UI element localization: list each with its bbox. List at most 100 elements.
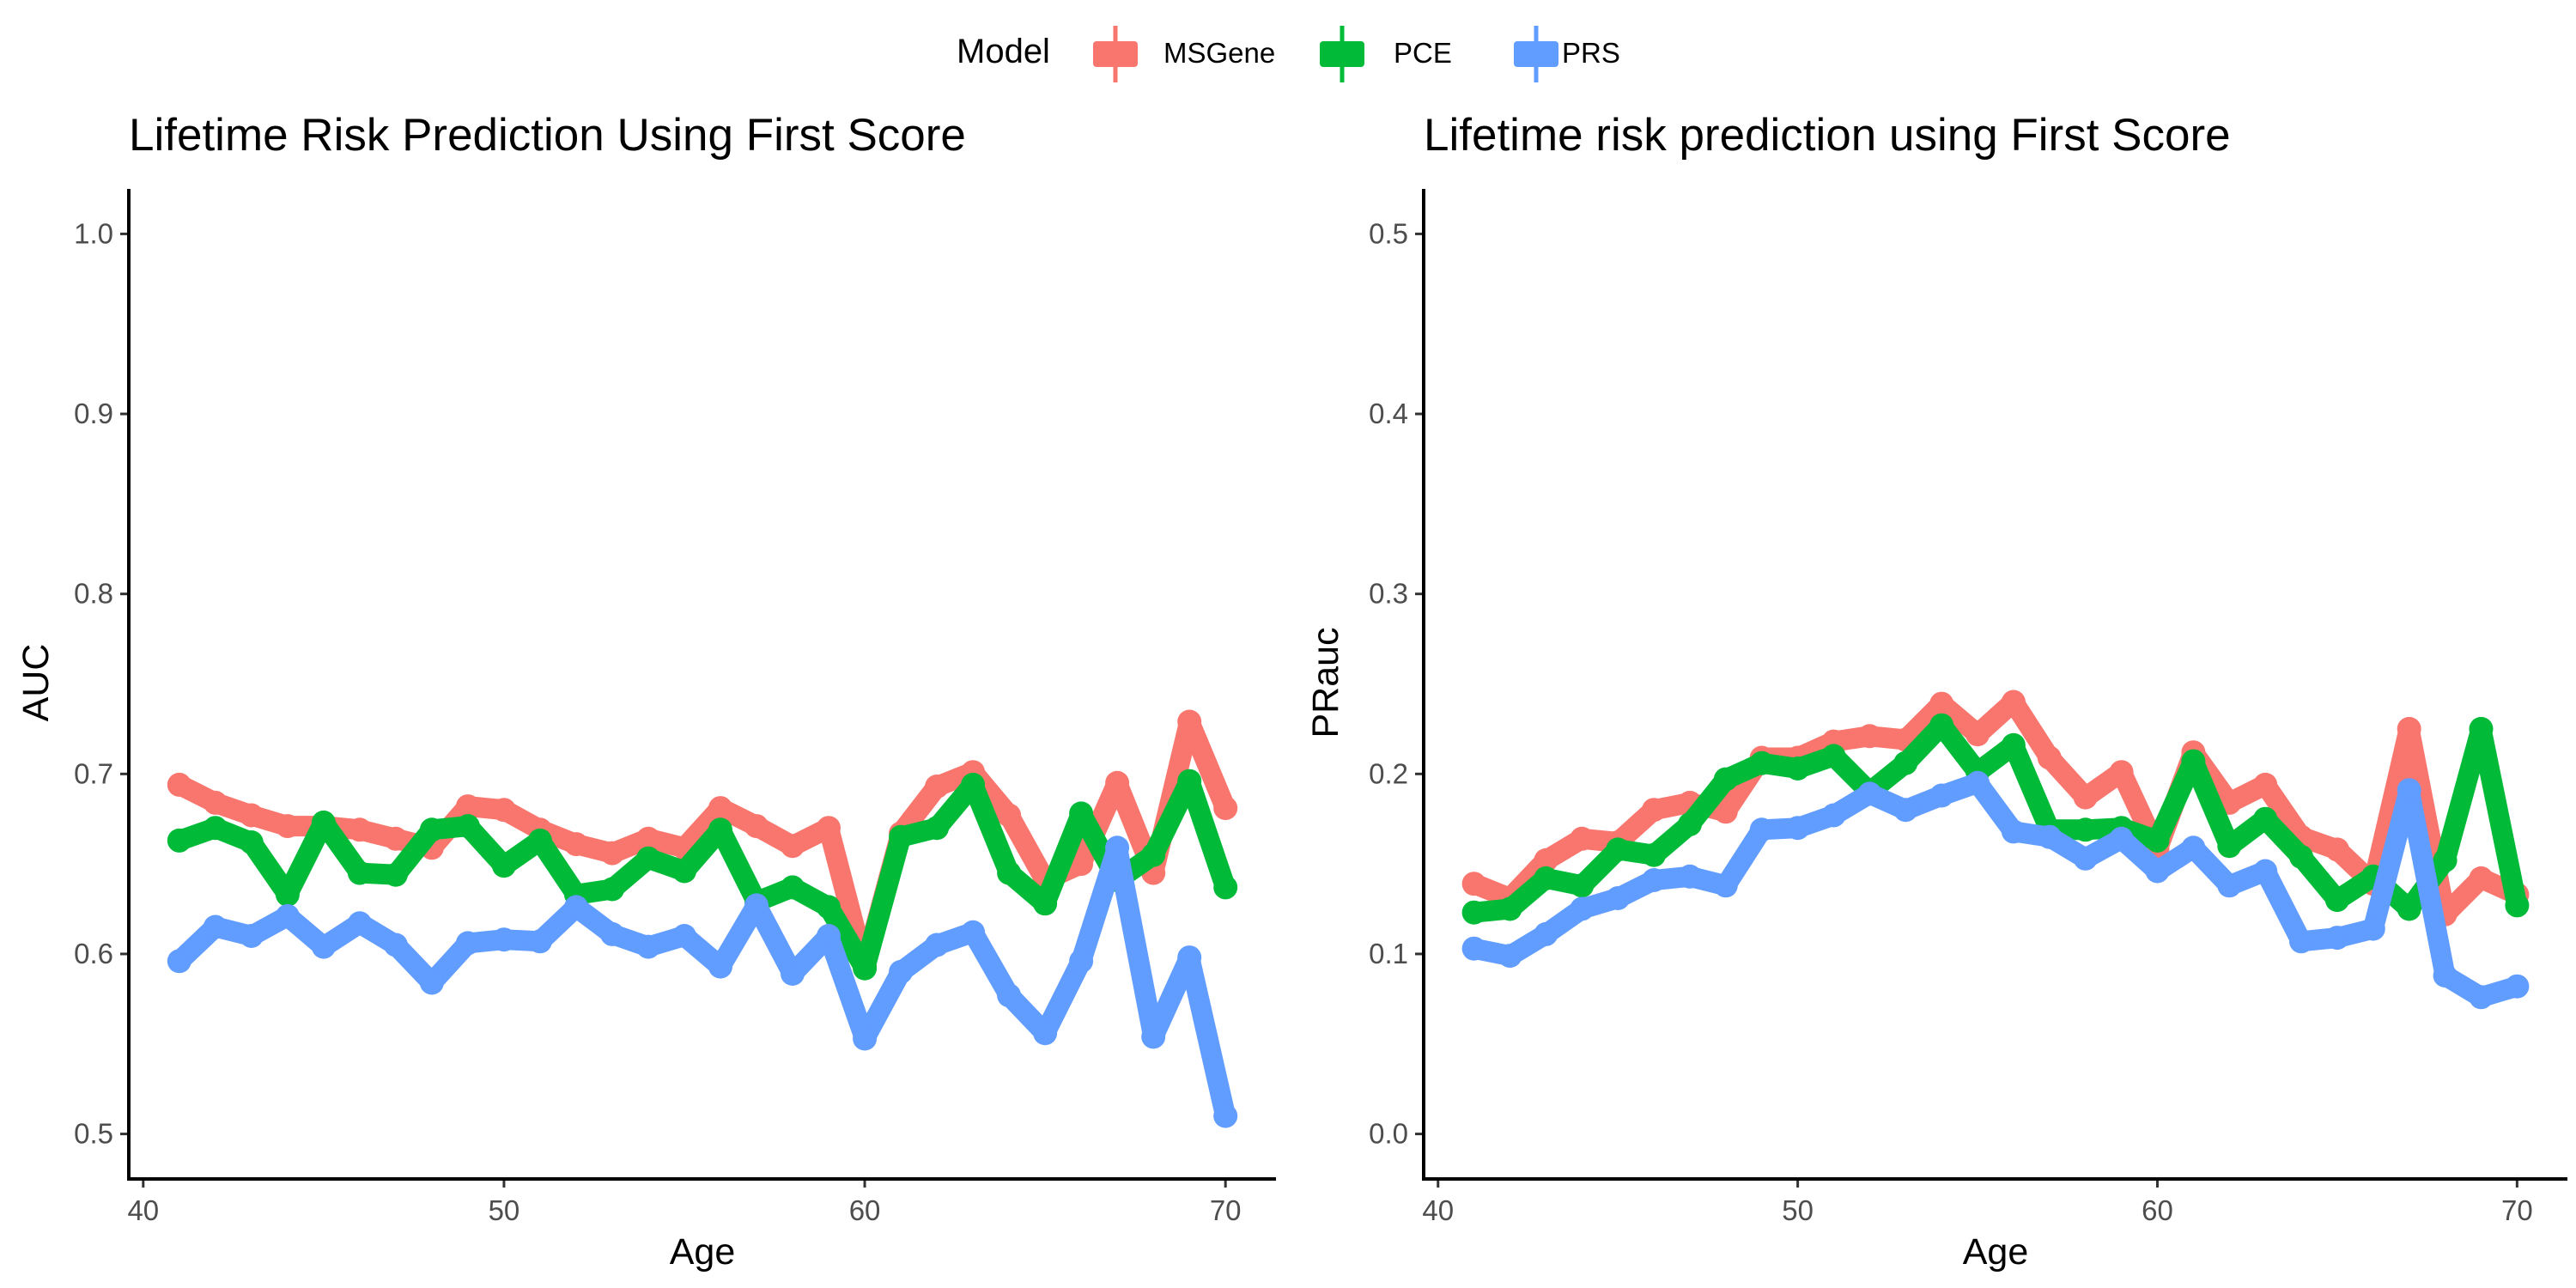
data-point-pce <box>672 859 696 884</box>
data-point-msgene <box>708 796 732 821</box>
data-point-msgene <box>2001 690 2026 714</box>
data-point-msgene <box>2397 716 2421 741</box>
data-point-pce <box>600 877 624 902</box>
data-point-prs <box>2289 929 2313 954</box>
data-point-pce <box>2073 817 2098 842</box>
data-point-prs <box>2253 859 2278 884</box>
data-point-pce <box>2217 834 2242 859</box>
data-point-pce <box>1929 713 1954 738</box>
data-point-prs <box>347 911 372 936</box>
data-point-msgene <box>1069 852 1094 877</box>
data-point-pce <box>2469 716 2494 741</box>
data-point-pce <box>853 956 878 981</box>
data-point-prs <box>275 903 300 928</box>
data-point-prs <box>1141 1024 1166 1049</box>
data-point-prs <box>925 933 950 957</box>
data-point-prs <box>817 924 841 948</box>
data-point-prs <box>636 934 660 959</box>
data-point-prs <box>2469 985 2494 1010</box>
data-point-prs <box>1570 896 1595 921</box>
legend-label-pce: PCE <box>1394 37 1452 69</box>
data-point-msgene <box>744 814 769 839</box>
y-tick-label: 0.5 <box>1369 217 1408 249</box>
y-tick-label: 0.7 <box>74 757 113 789</box>
data-point-msgene <box>636 826 660 851</box>
data-point-pce <box>1213 875 1238 900</box>
data-point-msgene <box>817 816 841 841</box>
data-point-pce <box>1821 744 1846 769</box>
data-point-prs <box>1498 944 1522 969</box>
data-point-pce <box>708 817 732 842</box>
data-point-prs <box>853 1026 878 1051</box>
data-point-pce <box>2289 844 2313 869</box>
data-point-pce <box>491 854 516 878</box>
data-point-pce <box>383 862 408 887</box>
data-point-msgene <box>455 794 480 819</box>
data-point-pce <box>311 810 336 835</box>
series-pce <box>167 769 1238 981</box>
x-axis-label: Age <box>670 1231 736 1273</box>
chart-title: Lifetime risk prediction using First Sco… <box>1424 110 2231 161</box>
data-point-prs <box>708 954 732 979</box>
data-point-prs <box>2001 819 2026 844</box>
data-point-prs <box>1033 1021 1058 1046</box>
y-tick-label: 1.0 <box>74 217 113 249</box>
x-tick-label: 70 <box>2501 1194 2533 1226</box>
x-tick-label: 50 <box>1782 1194 1814 1226</box>
series-prs <box>167 835 1238 1128</box>
data-point-prs <box>1461 936 1486 961</box>
data-point-prs <box>2505 974 2530 999</box>
data-point-prs <box>744 893 769 918</box>
y-tick-label: 0.2 <box>1369 757 1408 789</box>
legend-title: Model <box>957 33 1050 70</box>
data-point-msgene <box>1177 709 1202 734</box>
chart-title: Lifetime Risk Prediction Using First Sco… <box>129 110 966 161</box>
data-point-prs <box>1069 949 1094 974</box>
data-point-prs <box>1678 864 1702 889</box>
data-point-pce <box>961 772 986 797</box>
data-point-prs <box>1893 798 1918 823</box>
data-point-prs <box>455 931 480 956</box>
data-point-pce <box>997 860 1022 885</box>
data-point-pce <box>1069 801 1094 826</box>
data-point-pce <box>167 828 191 853</box>
data-point-pce <box>2181 749 2206 774</box>
data-point-prs <box>889 959 914 984</box>
y-tick-label: 0.4 <box>1369 398 1408 429</box>
data-point-prs <box>2109 826 2134 851</box>
data-point-prs <box>2217 873 2242 898</box>
data-point-prs <box>2324 926 2349 951</box>
data-point-pce <box>817 895 841 920</box>
data-point-pce <box>419 817 444 842</box>
auc-chart-panel: Lifetime Risk Prediction Using First Sco… <box>15 110 1276 1273</box>
y-tick-label: 0.3 <box>1369 578 1408 610</box>
y-tick-label: 0.6 <box>74 938 113 969</box>
data-point-prs <box>564 895 588 920</box>
data-point-msgene <box>564 832 588 857</box>
data-point-prs <box>419 970 444 995</box>
data-point-msgene <box>1857 724 1882 749</box>
data-point-prs <box>311 934 336 959</box>
data-point-msgene <box>1570 826 1595 851</box>
data-point-msgene <box>600 841 624 866</box>
y-axis-label: AUC <box>15 644 57 722</box>
x-tick-label: 70 <box>1210 1194 1242 1226</box>
data-point-pce <box>2145 828 2170 853</box>
data-point-msgene <box>275 814 300 839</box>
data-point-prs <box>1105 835 1130 860</box>
data-point-pce <box>636 846 660 871</box>
data-point-msgene <box>239 803 264 828</box>
data-point-prs <box>1749 817 1774 842</box>
series-prs <box>1461 770 2530 1010</box>
data-point-prs <box>997 983 1022 1008</box>
data-point-pce <box>1893 750 1918 775</box>
data-point-prs <box>1965 770 1990 795</box>
data-point-prs <box>781 962 805 986</box>
x-tick-label: 50 <box>489 1194 520 1226</box>
data-point-prs <box>600 921 624 946</box>
data-point-prs <box>527 929 552 954</box>
legend-label-prs: PRS <box>1562 37 1620 69</box>
data-point-pce <box>1785 756 1810 781</box>
data-point-prs <box>2037 824 2062 849</box>
data-point-prs <box>2433 963 2458 988</box>
